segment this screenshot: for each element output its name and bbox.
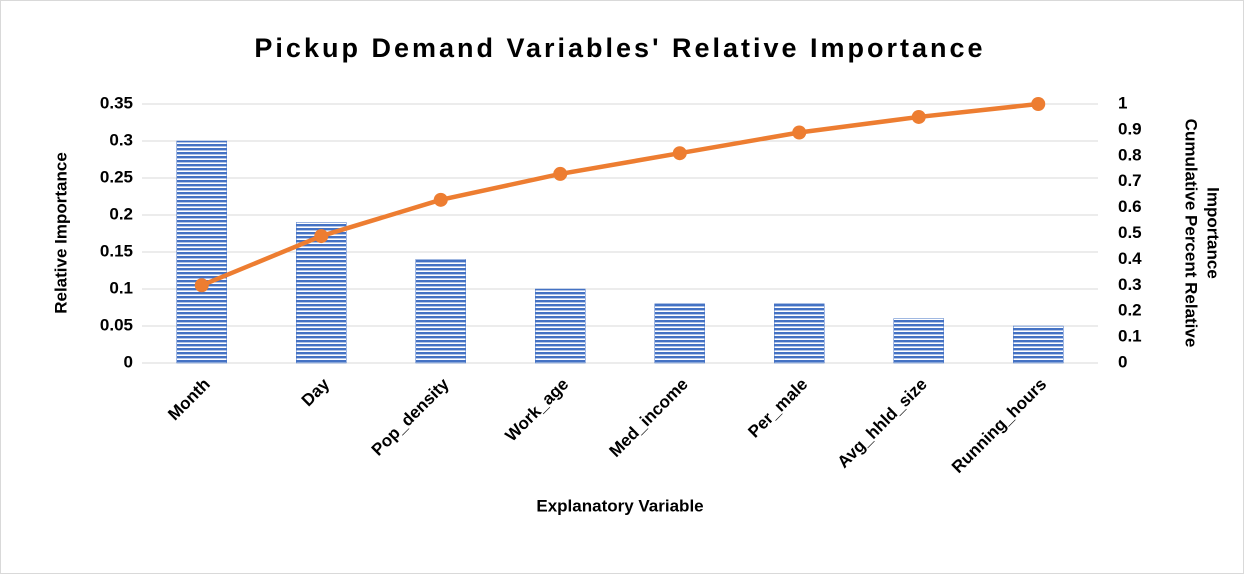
line-marker: [792, 125, 807, 140]
bar: [1013, 325, 1064, 364]
x-axis-title: Explanatory Variable: [536, 496, 703, 515]
line-marker: [672, 146, 687, 161]
bar: [535, 288, 586, 364]
y2-tick-label: 0.2: [1118, 301, 1142, 320]
y-tick-label: 0.1: [109, 278, 133, 297]
y2-tick-label: 0: [1118, 352, 1127, 371]
y-axis-title: Relative Importance: [51, 152, 70, 314]
y-tick-label: 0: [124, 352, 133, 371]
y-tick-label: 0.25: [100, 167, 133, 186]
line-marker: [314, 229, 329, 244]
bar: [176, 140, 227, 364]
y2-tick-label: 0.6: [1118, 197, 1142, 216]
line-marker: [433, 192, 448, 207]
y-tick-label: 0.15: [100, 241, 133, 260]
y2-axis-title: Importance: [1204, 187, 1223, 279]
y2-axis-title: Cumulative Percent Relative: [1182, 119, 1201, 348]
chart-title: Pickup Demand Variables' Relative Import…: [254, 33, 985, 63]
y2-tick-label: 0.3: [1118, 275, 1142, 294]
y2-tick-label: 0.9: [1118, 119, 1142, 138]
bar: [654, 303, 705, 364]
line-marker: [1031, 97, 1046, 111]
y-tick-label: 0.3: [109, 130, 133, 149]
y2-tick-label: 1: [1118, 93, 1127, 112]
line-marker: [553, 166, 568, 181]
bar: [893, 318, 944, 364]
y2-tick-label: 0.1: [1118, 327, 1142, 346]
y2-tick-label: 0.5: [1118, 223, 1142, 242]
y2-tick-label: 0.4: [1118, 249, 1142, 268]
bar: [774, 303, 825, 364]
y2-tick-label: 0.7: [1118, 171, 1142, 190]
line-marker: [911, 109, 926, 124]
y2-tick-label: 0.8: [1118, 145, 1142, 164]
bar: [296, 222, 347, 364]
line: [200, 101, 1039, 288]
y-tick-label: 0.05: [100, 315, 133, 334]
y-tick-label: 0.35: [100, 93, 133, 112]
line-marker: [194, 278, 209, 293]
y-tick-label: 0.2: [109, 204, 133, 223]
bar: [415, 259, 466, 364]
